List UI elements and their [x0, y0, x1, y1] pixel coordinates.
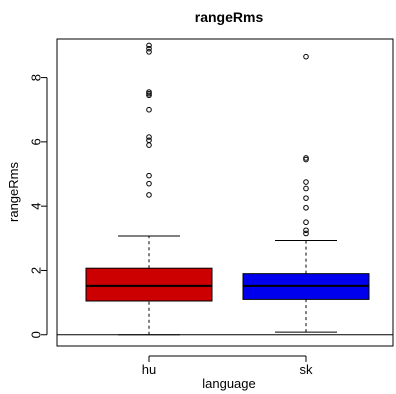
outlier-point [146, 172, 152, 179]
y-tick-label: 0 [28, 331, 43, 338]
x-axis: hu sk [142, 355, 314, 377]
x-tick-label: sk [300, 362, 314, 377]
outlier-point [303, 53, 309, 60]
outlier-point [303, 156, 309, 163]
outlier-point [303, 204, 309, 211]
x-tick-label: hu [142, 362, 156, 377]
outlier-point [146, 92, 152, 99]
outlier-point [146, 142, 152, 148]
outlier-point [146, 180, 152, 187]
outlier-point [146, 42, 152, 49]
chart-title: rangeRms [195, 9, 264, 25]
outlier-point [146, 106, 152, 113]
y-axis: 0 2 4 6 8 [28, 74, 393, 338]
box-hu [85, 42, 213, 336]
outlier-point [303, 179, 309, 185]
x-axis-label: language [202, 376, 256, 391]
y-tick-label: 6 [28, 138, 43, 145]
outlier-point [303, 230, 309, 237]
outlier-point [146, 45, 152, 52]
y-axis-label: rangeRms [6, 162, 21, 222]
outlier-point [303, 227, 309, 234]
outlier-point [146, 137, 152, 144]
outlier-point [303, 219, 309, 226]
outlier-point [303, 155, 309, 161]
outlier-point [146, 192, 152, 198]
y-tick-label: 4 [28, 203, 43, 210]
outlier-point [146, 134, 152, 140]
outlier-point [303, 195, 309, 201]
y-tick-label: 2 [28, 267, 43, 274]
box-body [85, 267, 213, 302]
outlier-point [146, 89, 152, 95]
y-tick-label: 8 [28, 74, 43, 81]
outlier-point [146, 49, 152, 55]
outlier-point [303, 185, 309, 192]
outlier-point [146, 90, 152, 97]
plot-frame [56, 38, 394, 347]
box-series [85, 42, 370, 336]
box-sk [242, 53, 370, 333]
